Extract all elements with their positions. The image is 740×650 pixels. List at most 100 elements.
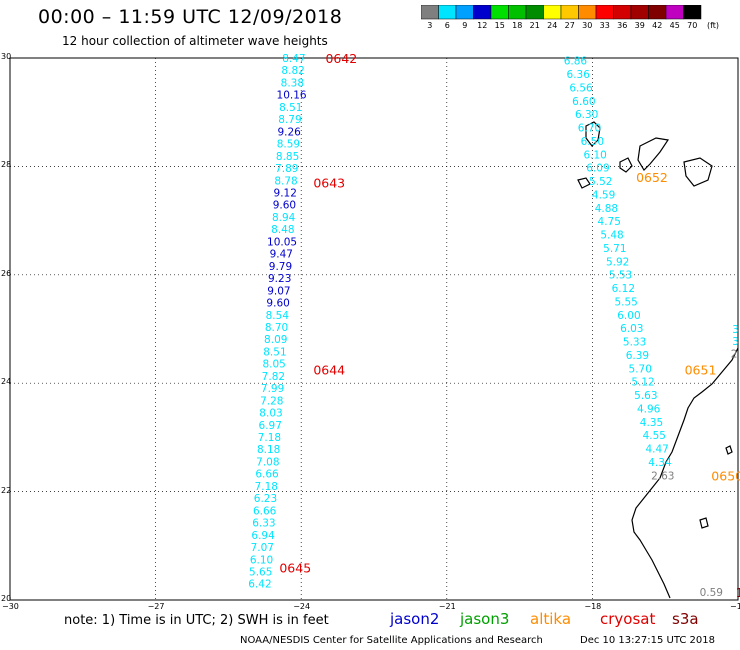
swh-value: 6.12 [612, 283, 635, 295]
swh-value: 8.09 [264, 334, 287, 346]
swh-value: 6.36 [567, 69, 591, 81]
swh-value: 6.30 [575, 109, 598, 121]
swh-value: 7.07 [251, 542, 274, 554]
lon-tick-label: −30 [2, 602, 19, 611]
swh-value: 6.42 [248, 579, 271, 591]
swh-value: 10.05 [267, 236, 297, 248]
legend-label: 3 [427, 21, 433, 30]
page-subtitle: 12 hour collection of altimeter wave hei… [62, 34, 328, 48]
swh-value: 4.55 [643, 430, 666, 442]
swh-value: 5.33 [623, 337, 646, 349]
swh-value: 6.23 [254, 493, 277, 505]
lat-tick-label: 20 [1, 594, 12, 603]
swh-value: 8.47 [282, 53, 305, 65]
swh-value: 6.97 [259, 420, 282, 432]
satellite-jason3: jason3 [460, 610, 510, 628]
swh-value: 6.56 [569, 82, 593, 94]
swh-value: 10.16 [277, 90, 307, 102]
swh-value: 8.51 [279, 102, 302, 114]
satellite-altika: altika [530, 610, 572, 628]
swh-value: 6.94 [251, 530, 275, 542]
swh-value: 6.70 [578, 123, 601, 135]
swh-value: 6.10 [250, 554, 273, 566]
pass-time-label: 0645 [279, 560, 311, 575]
swh-value: 8.38 [281, 77, 304, 89]
legend-label: 30 [582, 21, 593, 30]
swh-value: 8.94 [272, 212, 296, 224]
legend-label: 12 [477, 21, 488, 30]
lon-tick-label: −27 [147, 602, 165, 611]
swh-value: 9.12 [274, 187, 297, 199]
pass-time-label: 0652 [636, 170, 668, 185]
swh-value: 5.53 [609, 270, 632, 282]
swh-value: 4.96 [637, 403, 661, 415]
lat-tick-label: 24 [1, 377, 12, 387]
swh-value: 4.75 [598, 216, 621, 228]
swh-value: 2.63 [651, 470, 674, 482]
pass-time-label: 0644 [313, 363, 345, 378]
swh-value: 5.12 [631, 377, 654, 389]
swh-value: 3 [732, 324, 739, 336]
legend-label: 42 [652, 21, 663, 30]
swh-value: 9.47 [270, 249, 293, 261]
legend-label: 9 [462, 21, 468, 30]
swh-value: 7.89 [275, 163, 298, 175]
satellite-cryosat: cryosat [600, 610, 656, 628]
legend-label: 24 [547, 21, 558, 30]
legend-swatch [683, 5, 702, 20]
swh-value: 6.09 [586, 163, 609, 175]
time-labels: 0642 0643 0644 0645 0652 0651 0650 1111 [279, 51, 740, 600]
swh-value: 7.82 [262, 371, 285, 383]
swh-value: 6.66 [253, 505, 277, 517]
swh-value: 6.03 [620, 323, 643, 335]
legend-label: 6 [444, 21, 450, 30]
legend-label: 36 [617, 21, 628, 30]
swh-value: 7.28 [260, 395, 283, 407]
lat-tick-label: 26 [1, 268, 12, 278]
swh-value: 9.23 [268, 273, 291, 285]
page-title: 00:00 – 11:59 UTC 12/09/2018 [38, 6, 343, 28]
swh-value: 6.66 [255, 469, 279, 481]
swh-value: 8.54 [266, 310, 290, 322]
lon-tick-label: −24 [293, 602, 311, 611]
track-values: 8.478.828.3810.168.518.799.268.598.857.8… [248, 53, 739, 599]
swh-value: 4.47 [645, 444, 668, 456]
swh-value: 4.35 [640, 417, 663, 429]
swh-value: 8.79 [278, 114, 301, 126]
satellite-jason2: jason2 [390, 610, 440, 628]
swh-value: 5.70 [629, 363, 652, 375]
swh-value: 6.10 [583, 149, 606, 161]
swh-value: 8.78 [274, 175, 297, 187]
swh-value: 9.60 [273, 200, 296, 212]
legend-label: 27 [564, 21, 575, 30]
pass-time-label: 0643 [313, 176, 345, 191]
swh-value: 5.92 [606, 256, 629, 268]
lon-tick-label: −18 [584, 602, 602, 611]
color-legend [421, 5, 702, 20]
swh-value: 6.39 [626, 350, 649, 362]
swh-value: 8.82 [281, 65, 304, 77]
swh-value: 5.48 [600, 230, 623, 242]
lat-tick-label: 22 [1, 485, 12, 495]
swh-value: 7.99 [261, 383, 284, 395]
legend-label: 18 [512, 21, 523, 30]
swh-value: 7.18 [255, 481, 278, 493]
swh-value: 7.08 [256, 456, 279, 468]
land-outlines [577, 121, 739, 600]
swh-value: 6.33 [252, 518, 275, 530]
swh-value: 5.65 [249, 567, 272, 579]
lat-tick-label: 30 [1, 52, 12, 61]
swh-value: 2 [731, 348, 738, 360]
swh-value: 9.79 [269, 261, 292, 273]
legend-label: 21 [529, 21, 540, 30]
legend-label: 70 [687, 21, 698, 30]
pass-time-label: 1111 [736, 585, 740, 600]
swh-value: 5.52 [589, 176, 612, 188]
legend-label: 45 [669, 21, 680, 30]
lon-tick-label: −15 [730, 602, 740, 611]
lon-tick-label: −21 [438, 602, 456, 611]
swh-value: 9.26 [277, 126, 301, 138]
legend-label: 15 [494, 21, 505, 30]
lat-tick-label: 28 [1, 160, 12, 170]
